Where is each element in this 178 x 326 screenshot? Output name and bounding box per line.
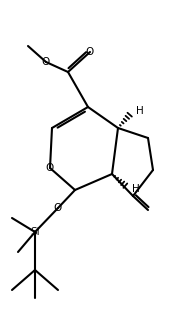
Text: H: H — [132, 184, 140, 194]
Text: Si: Si — [30, 227, 40, 237]
Text: O: O — [86, 47, 94, 57]
Text: O: O — [42, 57, 50, 67]
Text: O: O — [54, 203, 62, 213]
Text: H: H — [136, 106, 144, 116]
Text: O: O — [46, 163, 54, 173]
